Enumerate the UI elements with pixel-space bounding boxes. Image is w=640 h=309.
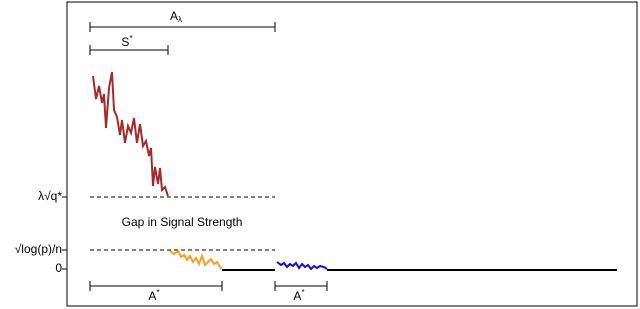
noise-curve — [276, 261, 328, 271]
annotation: Gap in Signal Strength — [122, 215, 243, 229]
brackets — [89, 22, 328, 291]
y-label: λ√q* — [38, 189, 62, 203]
label-base: A — [148, 289, 156, 303]
bracket-label: A* — [293, 288, 304, 303]
y-ticks — [62, 196, 67, 270]
y-label: √log(p)/n — [15, 242, 62, 256]
strong-signal-curve — [92, 71, 169, 197]
weak-signal-curve — [169, 249, 223, 270]
label-sub: λ — [178, 15, 182, 24]
label-sup: * — [129, 34, 132, 43]
threshold-lines — [90, 196, 275, 251]
label-base: S — [121, 35, 129, 49]
bracket-label: A* — [148, 288, 159, 303]
bracket-label: S* — [121, 34, 132, 49]
label-base: A — [170, 9, 178, 23]
bracket-label: Aλ — [170, 9, 182, 24]
label-base: A — [293, 289, 301, 303]
label-sup: * — [301, 288, 304, 297]
y-label: 0 — [55, 261, 62, 275]
label-sup: * — [156, 288, 159, 297]
frame — [66, 1, 638, 307]
